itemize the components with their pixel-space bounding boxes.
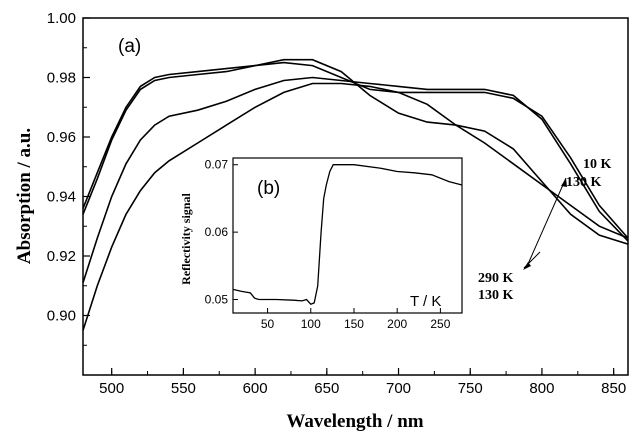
main-x-tick-label: 850 <box>601 380 626 397</box>
panel-label-a: (a) <box>118 36 141 57</box>
inset-x-tick-label: 50 <box>261 317 275 331</box>
inset-y-tick-label: 0.07 <box>205 158 229 172</box>
panel-label-b: (b) <box>257 178 280 199</box>
inset-series-group <box>232 164 463 305</box>
main-x-tick-label: 550 <box>171 380 196 397</box>
inset-y-tick-label: 0.06 <box>205 225 229 239</box>
main-x-tick-label: 650 <box>314 380 339 397</box>
annotation-130k-lower: 130 K <box>478 288 514 303</box>
main-series-line-2 <box>82 58 629 245</box>
inset-x-tick-label: 150 <box>344 317 364 331</box>
inset-axis-ticks <box>233 164 441 313</box>
inset-y-tick-labels: 0.05 0.06 0.07 <box>205 158 229 307</box>
main-y-tick-labels: 0.90 0.92 0.94 0.96 0.98 1.00 <box>47 10 76 325</box>
inset-x-tick-label: 100 <box>301 317 321 331</box>
annotation-290k: 290 K <box>478 271 514 286</box>
inset-x-tick-label: 250 <box>430 317 450 331</box>
arrow-up-head <box>561 178 567 187</box>
inset-x-tick-label: 200 <box>387 317 407 331</box>
main-series-line-4 <box>82 82 629 331</box>
main-y-tick-label: 0.90 <box>47 308 76 325</box>
arrow-down-head <box>523 262 531 270</box>
main-y-tick-label: 1.00 <box>47 10 76 27</box>
inset-plot-frame <box>232 157 463 314</box>
main-x-tick-label: 700 <box>386 380 411 397</box>
arrow-up-line <box>527 177 567 265</box>
x-axis-title: Wavelength / nm <box>286 411 423 432</box>
main-y-tick-label: 0.94 <box>47 189 76 206</box>
inset-x-axis-title: T / K <box>410 293 441 310</box>
main-x-tick-label: 600 <box>243 380 268 397</box>
main-series-group <box>82 58 629 331</box>
main-axis-ticks <box>83 17 615 375</box>
main-y-tick-label: 0.98 <box>47 70 76 87</box>
main-y-tick-label: 0.96 <box>47 129 76 146</box>
main-y-tick-label: 0.92 <box>47 248 76 265</box>
annotation-10k: 10 K <box>583 157 612 172</box>
main-x-tick-label: 800 <box>529 380 554 397</box>
inset-x-tick-labels: 50 100 150 200 250 <box>261 317 451 331</box>
annotation-130k-upper: 130 K <box>566 175 602 190</box>
main-x-tick-labels: 500 550 600 650 700 750 800 850 <box>99 380 626 397</box>
inset-y-axis-title: Reflectivity signal <box>179 193 193 285</box>
inset-series-line-1 <box>232 164 463 305</box>
main-series-line-3 <box>82 76 629 284</box>
main-x-tick-label: 750 <box>458 380 483 397</box>
y-axis-title: Absorption / a.u. <box>14 128 35 264</box>
main-x-tick-label: 500 <box>99 380 124 397</box>
inset-y-tick-label: 0.05 <box>205 293 229 307</box>
